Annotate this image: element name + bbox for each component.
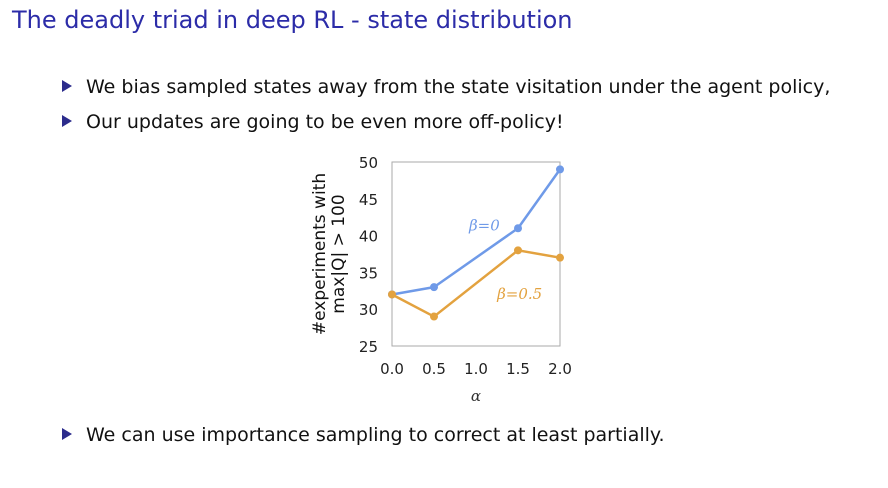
data-point (430, 283, 438, 292)
y-tick-label: 40 (359, 228, 378, 246)
bullet-text: Our updates are going to be even more of… (86, 111, 564, 133)
slide-title: The deadly triad in deep RL - state dist… (12, 6, 573, 34)
x-tick-label: 0.5 (422, 360, 446, 378)
x-tick-label: 1.5 (506, 360, 530, 378)
bullet-text: We bias sampled states away from the sta… (86, 76, 831, 98)
data-point (556, 165, 564, 174)
data-point (430, 312, 438, 321)
data-point (388, 290, 396, 299)
x-tick-label: 2.0 (548, 360, 572, 378)
series-line (391, 249, 561, 318)
series-line (391, 168, 562, 296)
data-point (514, 246, 522, 255)
bullet-item: We bias sampled states away from the sta… (62, 76, 830, 98)
y-tick-label: 45 (359, 191, 378, 209)
x-axis-label: α (471, 387, 481, 405)
bullet-item: Our updates are going to be even more of… (62, 111, 564, 133)
x-tick-label: 0.0 (380, 360, 404, 378)
bullet-text: We can use importance sampling to correc… (86, 424, 665, 446)
bullet-arrow-icon (62, 80, 72, 92)
y-axis-label: max|Q| > 100 (329, 194, 349, 313)
x-tick-label: 1.0 (464, 360, 488, 378)
data-point (556, 253, 564, 262)
series-label: β=0.5 (496, 285, 542, 303)
data-point (514, 224, 522, 233)
y-tick-label: 35 (359, 264, 378, 282)
y-tick-label: 25 (359, 338, 378, 356)
bullet-item: We can use importance sampling to correc… (62, 424, 664, 446)
y-axis-label: #experiments with (310, 173, 330, 335)
y-tick-label: 50 (359, 154, 378, 172)
bullet-arrow-icon (62, 115, 72, 127)
y-tick-label: 30 (359, 301, 378, 319)
series-label: β=0 (468, 216, 500, 234)
bullet-arrow-icon (62, 428, 72, 440)
